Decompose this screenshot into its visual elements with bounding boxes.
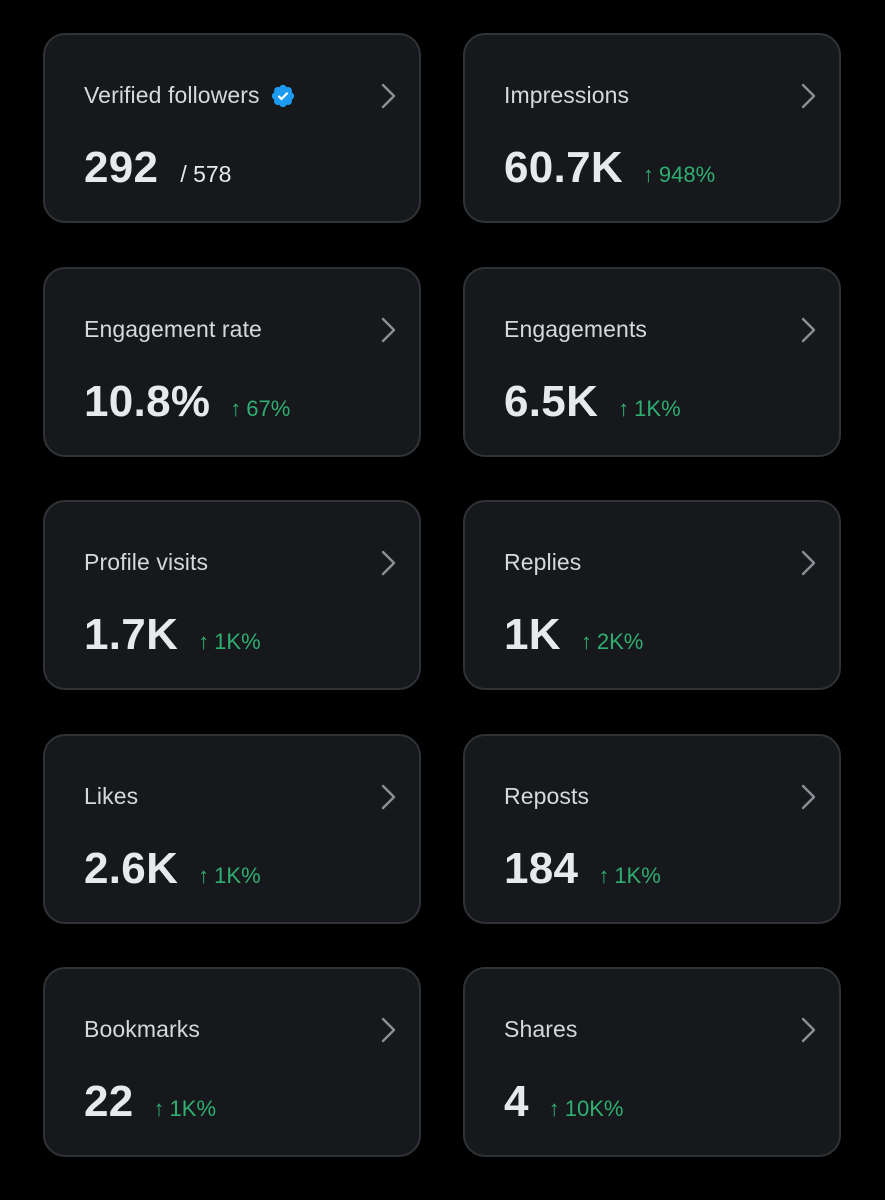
metric-label: Verified followers xyxy=(84,82,260,108)
metric-change: ↑ 1K% xyxy=(598,863,660,889)
metric-change: ↑ 1K% xyxy=(198,863,260,889)
metric-label: Engagement rate xyxy=(84,316,262,342)
chevron-right-icon xyxy=(801,550,816,576)
arrow-up-icon: ↑ xyxy=(642,162,654,187)
chevron-right-icon xyxy=(381,784,396,810)
metric-change: ↑ 1K% xyxy=(154,1096,216,1122)
arrow-up-icon: ↑ xyxy=(198,863,210,888)
metric-card-bookmarks[interactable]: Bookmarks 22 ↑ 1K% xyxy=(43,967,421,1157)
metric-card-impressions[interactable]: Impressions 60.7K ↑ 948% xyxy=(463,33,841,223)
metric-change-value: 10K% xyxy=(564,1096,624,1121)
metric-label: Reposts xyxy=(504,783,590,809)
metric-value: 292 xyxy=(84,143,159,192)
metric-value: 4 xyxy=(504,1077,529,1126)
metric-value: 2.6K xyxy=(84,844,179,893)
metric-change-value: 1K% xyxy=(214,863,261,888)
metric-change-value: 1K% xyxy=(614,863,661,888)
metric-card-shares[interactable]: Shares 4 ↑ 10K% xyxy=(463,967,841,1157)
metric-change-value: 67% xyxy=(246,396,291,421)
metric-label: Impressions xyxy=(504,82,630,108)
chevron-right-icon xyxy=(381,550,396,576)
metric-change-value: 948% xyxy=(658,162,716,187)
metric-label: Likes xyxy=(84,783,139,809)
metric-value: 1.7K xyxy=(84,610,179,659)
metric-value: 60.7K xyxy=(504,143,623,192)
metric-card-profile-visits[interactable]: Profile visits 1.7K ↑ 1K% xyxy=(43,500,421,690)
chevron-right-icon xyxy=(381,317,396,343)
metric-change: ↑ 2K% xyxy=(581,629,643,655)
arrow-up-icon: ↑ xyxy=(618,396,630,421)
metric-value: 1K xyxy=(504,610,561,659)
chevron-right-icon xyxy=(801,1017,816,1043)
metric-card-engagement-rate[interactable]: Engagement rate 10.8% ↑ 67% xyxy=(43,267,421,457)
arrow-up-icon: ↑ xyxy=(198,629,210,654)
metric-change-value: 1K% xyxy=(634,396,681,421)
chevron-right-icon xyxy=(381,83,396,109)
arrow-up-icon: ↑ xyxy=(548,1096,560,1121)
metric-change-value: 1K% xyxy=(169,1096,217,1121)
metric-label: Engagements xyxy=(504,316,648,342)
metric-change-value: 2K% xyxy=(596,629,644,654)
metric-change: ↑ 1K% xyxy=(618,396,680,422)
metric-change: ↑ 1K% xyxy=(198,629,260,655)
metric-card-verified-followers[interactable]: Verified followers 292 / 578 xyxy=(43,33,421,223)
metric-value: 184 xyxy=(504,844,579,893)
metric-value: 22 xyxy=(84,1077,134,1126)
metric-card-replies[interactable]: Replies 1K ↑ 2K% xyxy=(463,500,841,690)
chevron-right-icon xyxy=(381,1017,396,1043)
arrow-up-icon: ↑ xyxy=(153,1096,165,1121)
metric-value: 10.8% xyxy=(84,377,211,426)
metric-change: ↑ 948% xyxy=(643,162,715,188)
metric-change: ↑ 10K% xyxy=(549,1096,624,1122)
chevron-right-icon xyxy=(801,83,816,109)
metric-card-engagements[interactable]: Engagements 6.5K ↑ 1K% xyxy=(463,267,841,457)
metric-value: 6.5K xyxy=(504,377,599,426)
arrow-up-icon: ↑ xyxy=(230,396,242,421)
metric-card-reposts[interactable]: Reposts 184 ↑ 1K% xyxy=(463,734,841,924)
metric-change: ↑ 67% xyxy=(230,396,290,422)
metric-total: / 578 xyxy=(180,161,232,187)
chevron-right-icon xyxy=(801,317,816,343)
metric-card-likes[interactable]: Likes 2.6K ↑ 1K% xyxy=(43,734,421,924)
verified-badge-icon xyxy=(271,84,294,107)
metric-label: Replies xyxy=(504,549,582,575)
arrow-up-icon: ↑ xyxy=(598,863,610,888)
metric-label: Bookmarks xyxy=(84,1016,200,1042)
metric-label: Profile visits xyxy=(84,549,209,575)
arrow-up-icon: ↑ xyxy=(580,629,592,654)
metric-change-value: 1K% xyxy=(214,629,261,654)
chevron-right-icon xyxy=(801,784,816,810)
metric-label: Shares xyxy=(504,1016,578,1042)
